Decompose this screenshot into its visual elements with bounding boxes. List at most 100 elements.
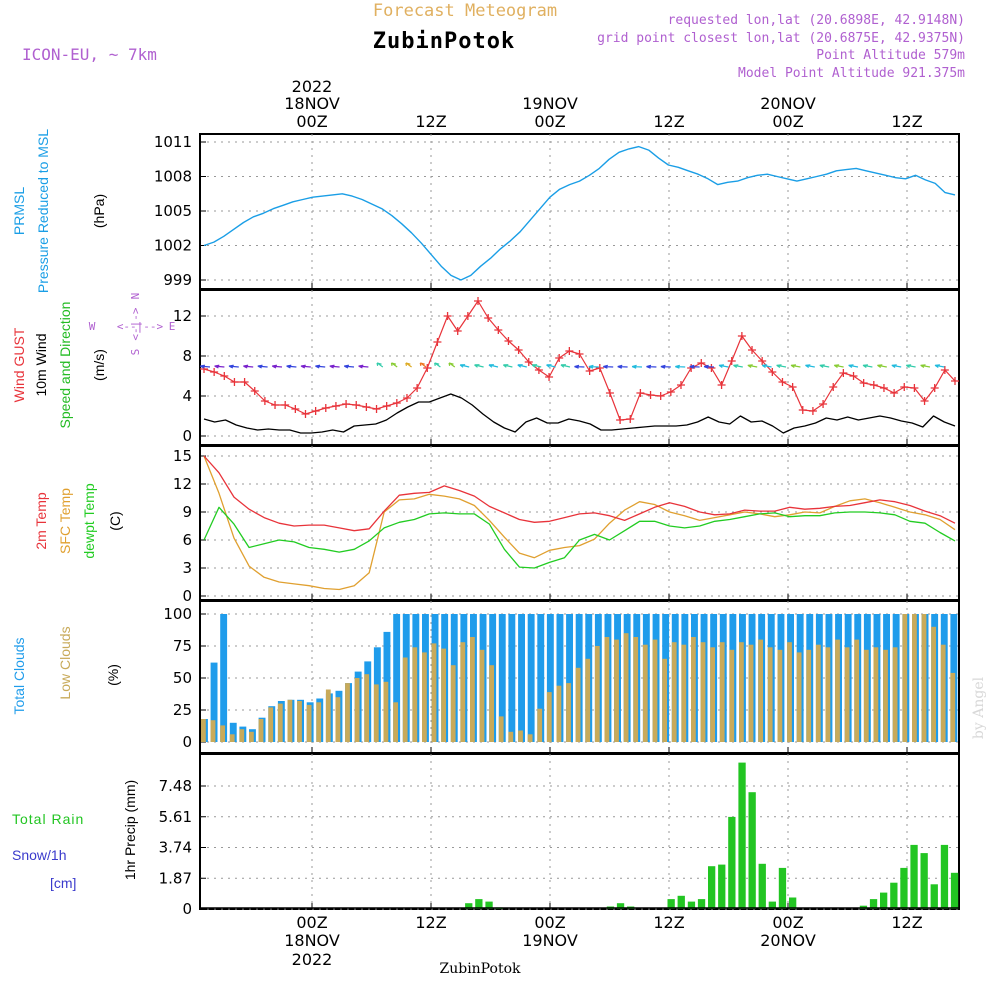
gust-marker — [413, 384, 422, 392]
gust-marker — [778, 378, 787, 386]
ytick-label-3-1: 15 — [173, 447, 192, 465]
wind-dir-arrow — [747, 364, 758, 369]
low-cloud-bar — [383, 681, 389, 742]
rain-bar — [738, 762, 746, 909]
gust-marker — [900, 383, 909, 391]
bottom-tick-4: 12Z — [653, 913, 684, 932]
bottom-date-2: 19NOV — [522, 931, 578, 950]
ytick-label-3-5: 3 — [182, 559, 192, 577]
wind-dir-arrow — [588, 364, 599, 369]
gust-marker — [311, 407, 320, 415]
low-cloud-bar — [268, 707, 274, 742]
pressure-line — [203, 145, 956, 281]
ytick-label-2-2: 8 — [182, 347, 192, 365]
top-tick-1: 00Z — [296, 112, 327, 131]
ytick-label-5-1: 7.48 — [159, 777, 192, 795]
low-cloud-bar — [546, 692, 552, 742]
wind-dir-arrow — [660, 364, 671, 369]
bottom-time-axis: 00Z 12Z 00Z 12Z 00Z 12Z 18NOV 19NOV 20NO… — [284, 913, 922, 969]
ytick-label-2-4: 0 — [182, 427, 192, 445]
low-cloud-bar — [931, 626, 936, 742]
gust-marker — [230, 378, 239, 386]
wind-dir-arrow — [733, 364, 743, 369]
ytick-label-1-5: 999 — [163, 271, 192, 289]
wind-dir-arrow — [488, 364, 499, 368]
gust-marker — [808, 407, 817, 415]
ytick-label-4-1: 100 — [163, 605, 192, 623]
wind-dir-arrow — [675, 364, 686, 369]
wind-dir-arrow — [376, 362, 384, 368]
compass-n: N — [129, 293, 142, 300]
low-cloud-bar — [498, 716, 504, 742]
low-cloud-bar — [739, 642, 744, 742]
gust-marker — [392, 399, 401, 407]
low-cloud-bar — [748, 644, 754, 742]
compass-s: S — [129, 349, 142, 356]
low-cloud-bar — [883, 649, 888, 742]
rain-bar — [708, 866, 716, 909]
low-cloud-bar — [470, 637, 475, 742]
low-cloud-bar — [719, 642, 725, 742]
wind-dir-arrow — [474, 364, 484, 368]
low-cloud-bar — [575, 667, 581, 742]
wind-dir-arrow — [905, 364, 916, 369]
gust-marker — [504, 337, 513, 345]
low-cloud-bar — [249, 731, 254, 742]
bottom-tick-6: 12Z — [891, 913, 922, 932]
bottom-date-1: 18NOV — [284, 931, 340, 950]
total-cloud-bar — [393, 614, 401, 742]
low-cloud-bar — [354, 678, 360, 742]
top-date-2: 19NOV — [522, 94, 578, 113]
rain-bar — [677, 895, 685, 909]
total-cloud-bar — [210, 662, 218, 742]
bottom-date-3: 20NOV — [760, 931, 816, 950]
low-cloud-bar — [614, 639, 619, 742]
gust-marker — [362, 403, 371, 411]
gust-marker — [463, 312, 472, 320]
wind-dir-arrow — [271, 364, 283, 369]
gust-marker — [676, 381, 685, 389]
low-cloud-bar — [767, 647, 773, 742]
bottom-tick-3: 00Z — [534, 913, 565, 932]
ytick-label-3-4: 6 — [182, 531, 192, 549]
gust-marker — [869, 381, 878, 389]
rain-bar — [920, 853, 928, 909]
rain-bar — [697, 899, 706, 909]
compass-e: E — [169, 320, 176, 333]
gust-marker — [930, 384, 939, 392]
snow-unit-label: [cm] — [50, 875, 76, 891]
dewpt-line — [203, 506, 956, 569]
low-cloud-bar — [258, 719, 264, 742]
low-cloud-bar — [623, 633, 629, 742]
ytick-label-5-4: 1.87 — [159, 869, 192, 887]
wind-dir-arrow — [214, 364, 225, 369]
panel-plots — [199, 145, 959, 909]
low-cloud-bar — [489, 665, 494, 742]
wind-label: 10m Wind — [33, 333, 49, 396]
wind-dir-arrow — [286, 364, 297, 369]
low-cloud-bar — [537, 708, 543, 742]
rain-bar — [718, 864, 726, 909]
top-date-3: 20NOV — [760, 94, 816, 113]
total-cloud-bar — [498, 614, 506, 742]
gust-marker — [534, 366, 543, 374]
gust-marker — [879, 384, 888, 392]
wind-dir-arrow — [646, 364, 657, 369]
gust-marker — [737, 332, 746, 340]
wind-dir-arrow — [848, 364, 859, 369]
low-cloud-bar — [912, 614, 917, 742]
top-tick-6: 12Z — [891, 112, 922, 131]
low-cloud-bar — [239, 729, 245, 742]
low-cloud-bar — [652, 639, 658, 742]
ytick-label-3-2: 12 — [173, 475, 192, 493]
low-cloud-bar — [393, 702, 398, 742]
bottom-tick-2: 12Z — [415, 913, 446, 932]
top-tick-3: 00Z — [534, 112, 565, 131]
wind-dir-arrow — [329, 364, 340, 369]
gust-marker — [331, 402, 340, 410]
gust-marker — [443, 312, 452, 320]
low-cloud-bar — [671, 642, 677, 742]
total-cloud-bar — [518, 614, 525, 742]
low-cloud-bar — [700, 642, 706, 742]
ytick-label-1-4: 1002 — [154, 237, 192, 255]
